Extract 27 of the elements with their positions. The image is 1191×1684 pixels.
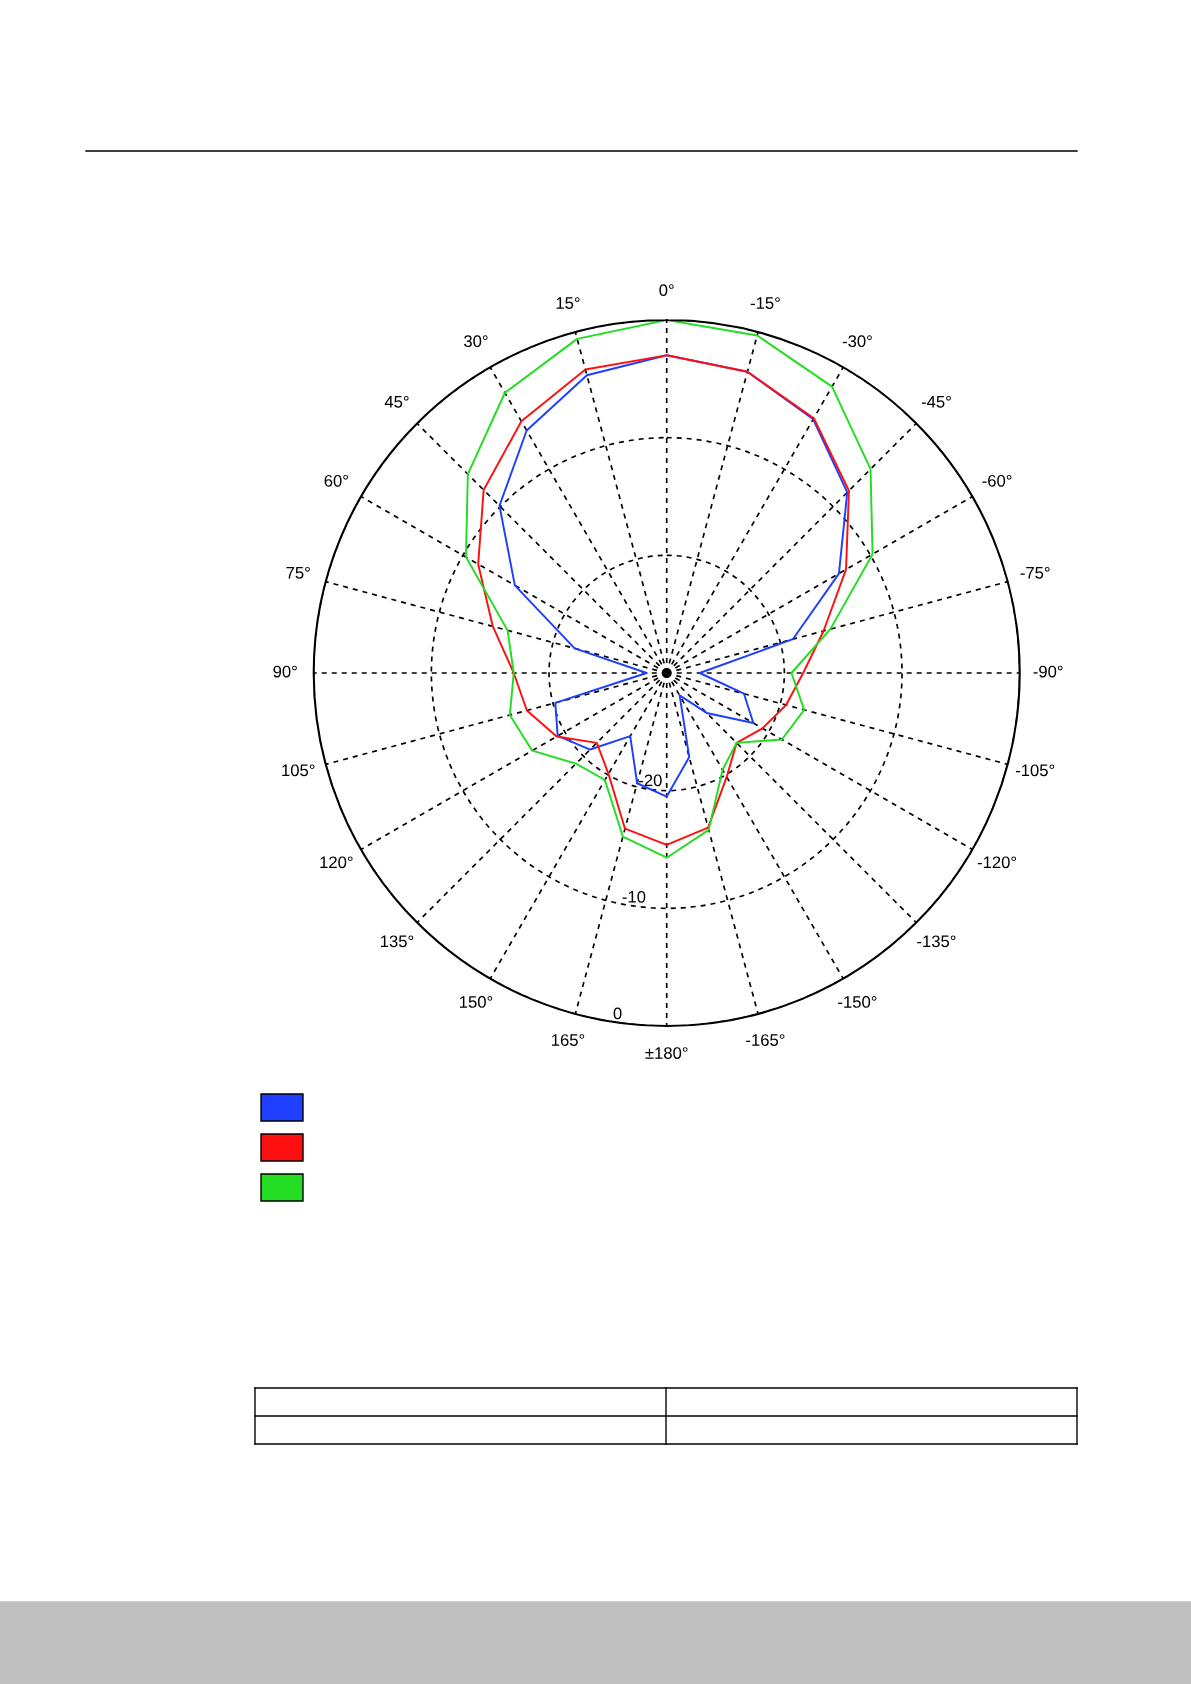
spoke-label: -90°	[1033, 665, 1063, 678]
spoke-label: -15°	[750, 297, 780, 309]
spoke-label: -120°	[977, 856, 1017, 869]
y-tick-label: -20	[639, 774, 662, 787]
spoke-label: 30°	[464, 335, 488, 348]
spoke-label: 120°	[320, 856, 353, 869]
spoke-label: 75°	[286, 566, 310, 579]
spoke-label: 150°	[460, 996, 493, 1008]
spoke-label: -60°	[982, 474, 1012, 487]
spoke-label: 0°	[659, 284, 674, 296]
spoke-label: -75°	[1020, 566, 1050, 579]
spoke-label: 135°	[380, 935, 414, 948]
spoke-label: 15°	[556, 297, 580, 309]
spoke-label: ±180°	[645, 1047, 688, 1059]
spoke-label: -150°	[838, 996, 877, 1008]
spoke-label: -30°	[842, 335, 872, 348]
spoke-label: 165°	[552, 1034, 585, 1046]
spoke-label: 60°	[324, 474, 348, 487]
spoke-label: -105°	[1015, 764, 1055, 777]
spoke-label: 105°	[282, 764, 315, 777]
spoke-label: -135°	[917, 935, 956, 948]
spoke-label: -165°	[746, 1034, 785, 1046]
y-tick-label: 0	[613, 1007, 622, 1020]
spoke-label: -45°	[921, 395, 951, 408]
y-tick-label: -10	[622, 890, 646, 903]
spoke-label: 90°	[273, 665, 297, 678]
spoke-label: 45°	[384, 395, 409, 408]
